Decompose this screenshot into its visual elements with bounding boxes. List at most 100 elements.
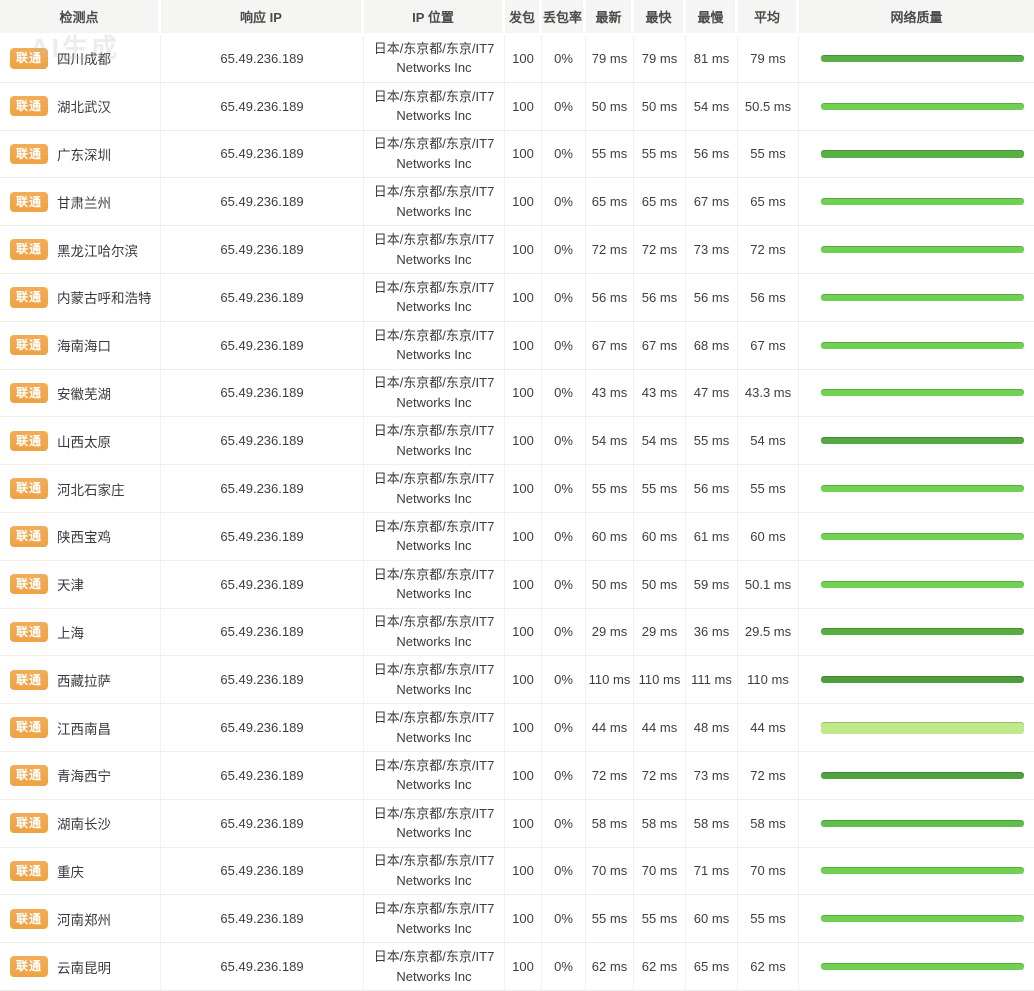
packets-cell: 100 [505, 369, 542, 417]
loss-rate-cell: 0% [542, 417, 586, 465]
location-label: 云南昆明 [57, 960, 112, 976]
carrier-badge: 联通 [10, 334, 49, 356]
table-row: 联通 广东深圳 65.49.236.189 日本/东京都/东京/IT7 Netw… [0, 130, 1034, 179]
carrier-badge: 联通 [10, 812, 49, 834]
average-ms-cell: 60 ms [738, 512, 799, 560]
fastest-ms-cell: 43 ms [634, 369, 686, 417]
slowest-ms-cell: 36 ms [686, 608, 738, 656]
average-ms-cell: 65 ms [738, 178, 799, 226]
response-ip-cell: 65.49.236.189 [161, 273, 364, 321]
network-quality-bar [821, 198, 1024, 206]
packets-cell: 100 [505, 130, 542, 178]
location-label: 重庆 [57, 864, 85, 880]
slowest-ms-cell: 67 ms [686, 178, 738, 226]
packets-cell: 100 [505, 608, 542, 656]
packets-cell: 100 [505, 273, 542, 321]
network-quality-cell [799, 226, 1034, 273]
column-header-testpoint: 检测点 [0, 0, 161, 33]
table-row: 联通 江西南昌 65.49.236.189 日本/东京都/东京/IT7 Netw… [0, 704, 1034, 752]
network-quality-bar [821, 437, 1024, 445]
latest-ms-cell: 65 ms [586, 178, 634, 226]
column-header-packets: 发包 [505, 0, 542, 33]
loss-rate-cell: 0% [542, 608, 586, 656]
carrier-badge: 联通 [10, 860, 49, 882]
loss-rate-cell: 0% [542, 273, 586, 321]
network-quality-bar [821, 389, 1024, 397]
network-quality-bar [821, 963, 1024, 971]
average-ms-cell: 44 ms [738, 704, 799, 751]
ip-location-cell: 日本/东京都/东京/IT7 Networks Inc [364, 226, 505, 273]
packets-cell: 100 [505, 943, 542, 990]
ip-location-line1: 日本/东京都/东京/IT7 [373, 184, 495, 200]
location-label: 天津 [57, 578, 85, 594]
latest-ms-cell: 54 ms [586, 417, 634, 465]
table-row: 联通 河南郑州 65.49.236.189 日本/东京都/东京/IT7 Netw… [0, 895, 1034, 944]
latest-ms-cell: 43 ms [586, 369, 634, 417]
table-row: 联通 湖北武汉 65.49.236.189 日本/东京都/东京/IT7 Netw… [0, 82, 1034, 131]
slowest-ms-cell: 59 ms [686, 560, 738, 608]
ip-location-line2: Networks Inc [396, 155, 472, 171]
ip-location-cell: 日本/东京都/东京/IT7 Networks Inc [364, 82, 505, 130]
average-ms-cell: 50.1 ms [738, 560, 799, 608]
location-label: 河南郑州 [57, 912, 112, 928]
slowest-ms-cell: 61 ms [686, 512, 738, 560]
testpoint-cell: 联通 海南海口 [0, 321, 161, 369]
ip-location-line2: Networks Inc [396, 825, 472, 841]
network-quality-bar [821, 771, 1024, 779]
fastest-ms-cell: 54 ms [634, 417, 686, 465]
testpoint-cell: 联通 内蒙古呼和浩特 [0, 273, 161, 321]
testpoint-cell: 联通 天津 [0, 560, 161, 608]
network-quality-bar [821, 293, 1024, 301]
latest-ms-cell: 72 ms [586, 751, 634, 799]
packets-cell: 100 [505, 656, 542, 704]
response-ip-cell: 65.49.236.189 [161, 943, 364, 990]
fastest-ms-cell: 50 ms [634, 560, 686, 608]
network-quality-cell [799, 131, 1034, 178]
average-ms-cell: 54 ms [738, 417, 799, 465]
ip-location-line2: Networks Inc [396, 586, 472, 602]
ip-location-cell: 日本/东京都/东京/IT7 Networks Inc [364, 895, 505, 943]
average-ms-cell: 56 ms [738, 273, 799, 321]
network-quality-bar [821, 819, 1024, 827]
network-quality-cell [799, 83, 1034, 130]
loss-rate-cell: 0% [542, 895, 586, 943]
network-quality-cell [799, 274, 1034, 321]
carrier-badge: 联通 [10, 478, 49, 499]
packets-cell: 100 [505, 704, 542, 751]
network-quality-bar [821, 676, 1024, 684]
table-row: 联通 重庆 65.49.236.189 日本/东京都/东京/IT7 Networ… [0, 847, 1034, 896]
response-ip-cell: 65.49.236.189 [161, 130, 364, 178]
packets-cell: 100 [505, 321, 542, 369]
ip-location-line2: Networks Inc [396, 347, 472, 363]
response-ip-cell: 65.49.236.189 [161, 799, 364, 847]
latest-ms-cell: 58 ms [586, 799, 634, 847]
ip-location-line1: 日本/东京都/东京/IT7 [373, 88, 495, 104]
network-quality-cell [799, 35, 1034, 82]
table-row: 联通 青海西宁 65.49.236.189 日本/东京都/东京/IT7 Netw… [0, 751, 1034, 800]
location-label: 湖北武汉 [57, 100, 112, 116]
testpoint-cell: 联通 上海 [0, 608, 161, 656]
loss-rate-cell: 0% [542, 321, 586, 369]
packets-cell: 100 [505, 178, 542, 226]
column-header-quality: 网络质量 [799, 0, 1034, 33]
location-label: 海南海口 [57, 339, 112, 355]
ip-location-line2: Networks Inc [396, 729, 472, 745]
latest-ms-cell: 50 ms [586, 82, 634, 130]
average-ms-cell: 55 ms [738, 130, 799, 178]
table-row: 联通 云南昆明 65.49.236.189 日本/东京都/东京/IT7 Netw… [0, 943, 1034, 991]
ip-location-cell: 日本/东京都/东京/IT7 Networks Inc [364, 465, 505, 512]
ip-location-cell: 日本/东京都/东京/IT7 Networks Inc [364, 130, 505, 178]
table-row: 联通 河北石家庄 65.49.236.189 日本/东京都/东京/IT7 Net… [0, 465, 1034, 513]
testpoint-cell: 联通 湖南长沙 [0, 799, 161, 847]
ip-location-line2: Networks Inc [396, 251, 472, 267]
testpoint-cell: 联通 江西南昌 [0, 704, 161, 751]
location-label: 四川成都 [57, 52, 112, 68]
table-row: 联通 上海 65.49.236.189 日本/东京都/东京/IT7 Networ… [0, 608, 1034, 657]
testpoint-cell: 联通 陕西宝鸡 [0, 512, 161, 560]
column-header-slowest: 最慢 [686, 0, 738, 33]
table-body: 联通 四川成都 65.49.236.189 日本/东京都/东京/IT7 Netw… [0, 35, 1034, 991]
slowest-ms-cell: 55 ms [686, 417, 738, 465]
average-ms-cell: 55 ms [738, 895, 799, 943]
packets-cell: 100 [505, 895, 542, 943]
latest-ms-cell: 55 ms [586, 130, 634, 178]
